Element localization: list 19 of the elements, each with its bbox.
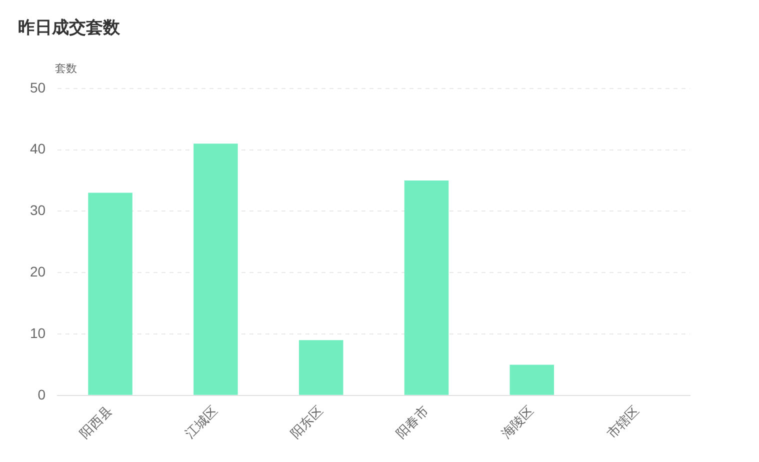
x-tick-label: 市辖区 (604, 402, 642, 442)
y-tick-label: 20 (30, 263, 46, 280)
x-tick-label: 阳西县 (76, 402, 115, 442)
bar (88, 192, 132, 395)
x-tick-label: 海陵区 (498, 402, 537, 442)
y-tick-label: 0 (38, 386, 46, 402)
y-axis-title: 套数 (55, 62, 77, 75)
y-tick-label: 40 (30, 140, 46, 157)
x-tick-label: 江城区 (182, 402, 220, 442)
x-tick-label: 阳春市 (392, 402, 432, 442)
x-tick-label: 阳东区 (288, 402, 326, 442)
y-tick-label: 50 (30, 79, 46, 96)
y-tick-label: 10 (30, 324, 46, 341)
bar (510, 364, 554, 395)
y-tick-label: 30 (30, 202, 46, 218)
bar (194, 144, 238, 395)
chart-title: 昨日成交套数 (18, 18, 121, 37)
bar (404, 180, 449, 395)
bar (298, 340, 344, 395)
